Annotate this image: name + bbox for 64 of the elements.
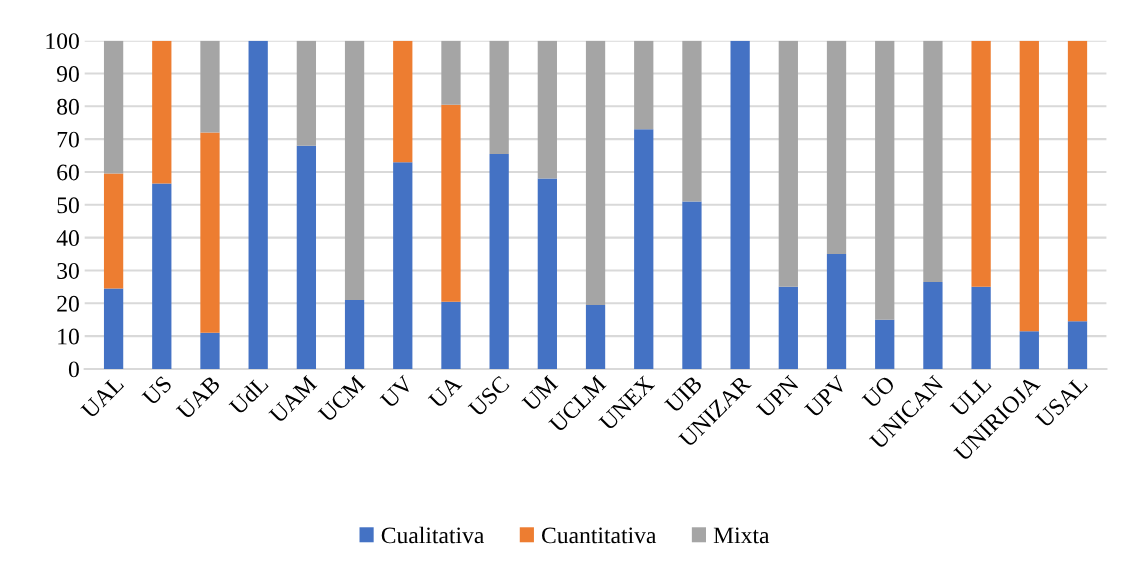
- bar: [103, 40, 124, 174]
- y-tick-label: 80: [57, 98, 79, 115]
- bar: [730, 40, 750, 369]
- bar: [537, 178, 557, 369]
- bar: [344, 40, 365, 300]
- bar: [923, 40, 943, 282]
- x-tick-label: UV: [379, 374, 415, 410]
- bar: [393, 40, 413, 163]
- bar: [296, 40, 317, 146]
- bar: [393, 162, 413, 369]
- bar: [200, 332, 220, 369]
- bar: [1067, 321, 1088, 369]
- bar: [585, 304, 606, 369]
- bar: [441, 40, 461, 105]
- bar: [634, 129, 654, 369]
- bar: [1067, 40, 1088, 322]
- bar: [826, 40, 847, 255]
- bar: [200, 40, 220, 133]
- bar: [152, 40, 172, 184]
- bar: [344, 300, 365, 369]
- y-tick-label: 30: [57, 262, 79, 279]
- y-tick-label: 20: [57, 295, 79, 312]
- x-tick-label: UdL: [227, 374, 269, 416]
- bar: [826, 254, 847, 369]
- bar: [441, 104, 461, 302]
- bar: [971, 40, 991, 287]
- bar: [489, 40, 509, 154]
- bar: [1019, 40, 1039, 332]
- bar: [971, 286, 991, 369]
- y-tick-label: 100: [46, 33, 79, 50]
- bar: [103, 288, 124, 369]
- x-tick-label: UA: [427, 374, 463, 410]
- bar: [103, 173, 124, 289]
- bar: [682, 40, 702, 202]
- bar: [537, 40, 557, 179]
- x-tick-label: US: [141, 375, 173, 407]
- bar: [296, 145, 317, 369]
- bar: [248, 40, 268, 369]
- x-tick-label: USC: [467, 375, 510, 418]
- bar: [441, 301, 461, 369]
- bar: [634, 40, 654, 130]
- bar: [875, 319, 895, 369]
- bar: [682, 201, 702, 369]
- y-tick-label: 40: [56, 230, 79, 247]
- bar: [585, 40, 606, 305]
- bar: [152, 183, 172, 369]
- y-tick-label: 90: [56, 65, 79, 82]
- x-tick-label: UAL: [80, 375, 125, 420]
- y-tick-label: 60: [57, 164, 79, 181]
- legend-label: Cualitativa: [381, 526, 485, 544]
- bar: [489, 153, 509, 369]
- bar: [923, 281, 943, 369]
- legend-label: Cuantitativa: [541, 527, 657, 544]
- y-tick-label: 10: [58, 328, 79, 345]
- bar: [200, 132, 220, 333]
- bar: [778, 40, 798, 287]
- legend-label: Mixta: [713, 527, 770, 544]
- y-tick-label: 70: [57, 131, 79, 148]
- bar: [1019, 331, 1039, 369]
- x-tick-label: UAB: [175, 375, 221, 421]
- y-tick-label: 0: [68, 361, 79, 378]
- y-tick-label: 50: [57, 197, 79, 214]
- bar: [778, 286, 798, 369]
- bar: [875, 40, 895, 320]
